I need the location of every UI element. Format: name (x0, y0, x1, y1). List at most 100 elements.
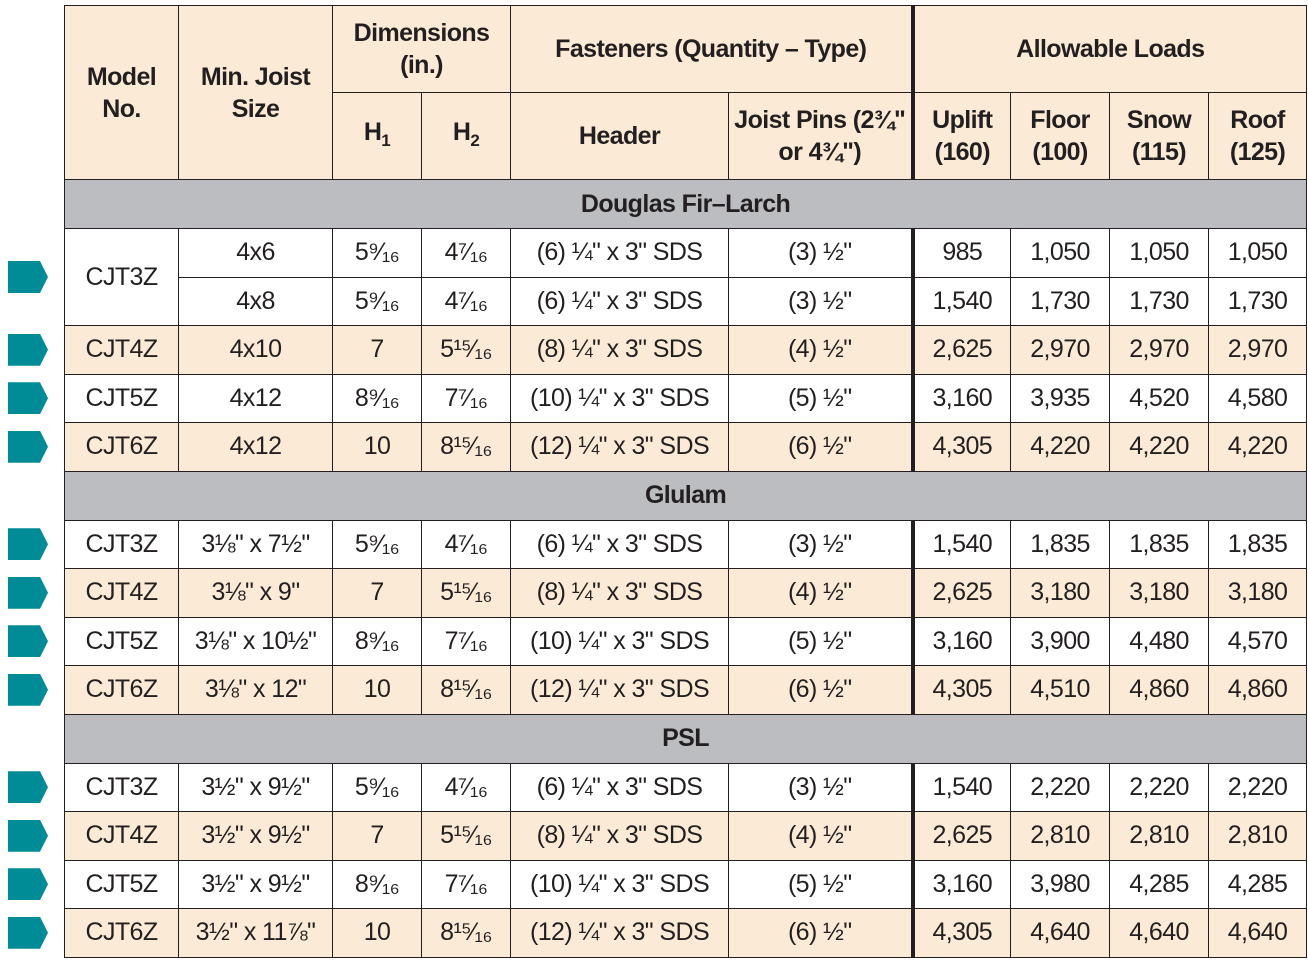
h1-cell: 10 (332, 908, 422, 958)
floor-cell: 3,900 (1010, 616, 1111, 666)
new-product-arrow-icon (8, 576, 48, 609)
snow-cell: 4,640 (1109, 908, 1210, 958)
col-model: Model No. (64, 5, 179, 180)
col-h1: H1 (332, 92, 422, 180)
h1-label: H (363, 117, 382, 146)
h1-cell: 10 (332, 422, 422, 472)
new-product-arrow-icon (8, 528, 48, 561)
section-row: Glulam (63, 470, 1308, 521)
h1-cell: 7 (332, 811, 422, 861)
h2-label: H (452, 117, 471, 146)
roof-cell: 4,580 (1208, 373, 1308, 423)
model-cell: CJT6Z (8, 665, 179, 715)
header-fastener-cell: (12) ¼" x 3" SDS (510, 665, 730, 715)
floor-cell: 4,510 (1010, 665, 1111, 715)
h1-cell: 10 (332, 665, 422, 715)
uplift-cell: 4,305 (910, 665, 1012, 715)
col-roof: Roof (125) (1208, 92, 1308, 180)
uplift-cell: 3,160 (910, 616, 1012, 666)
new-product-arrow-icon (8, 771, 48, 804)
h2-cell: 4⁷⁄₁₆ (420, 762, 512, 812)
table-row: CJT4Z 3½" x 9½" 7 5¹⁵⁄₁₆ (8) ¼" x 3" SDS (4) … (8, 811, 1308, 861)
model-cell: CJT3Z (8, 228, 179, 326)
table-row: CJT3Z 3½" x 9½" 5⁹⁄₁₆ 4⁷⁄₁₆ (6) ¼" x 3" SDS(… (8, 762, 1308, 812)
joist-pins-cell: (4) ½" (728, 568, 914, 618)
h2-cell: 5¹⁵⁄₁₆ (420, 811, 512, 861)
floor-cell: 2,810 (1010, 811, 1111, 861)
header-fastener-cell: (10) ¼" x 3" SDS (510, 373, 730, 423)
uplift-cell: 985 (910, 228, 1012, 278)
joist-pins-cell: (3) ½" (728, 762, 914, 812)
snow-cell: 2,810 (1109, 811, 1210, 861)
snow-cell: 1,835 (1109, 519, 1210, 569)
new-product-arrow-icon (8, 625, 48, 658)
col-uplift: Uplift (160) (910, 92, 1012, 180)
roof-cell: 2,970 (1208, 325, 1308, 375)
h1-sub: 1 (381, 130, 391, 150)
joist-size-cell: 4x12 (178, 373, 333, 423)
uplift-cell: 1,540 (910, 276, 1012, 326)
new-product-arrow-icon (8, 430, 48, 463)
floor-cell: 1,730 (1010, 276, 1111, 326)
uplift-cell: 4,305 (910, 908, 1012, 958)
h1-cell: 7 (332, 325, 422, 375)
model-cell: CJT4Z (8, 568, 179, 618)
floor-cell: 1,050 (1010, 228, 1111, 278)
col-h2: H2 (420, 92, 512, 180)
section-title: Glulam (63, 470, 1308, 521)
roof-cell: 3,180 (1208, 568, 1308, 618)
new-product-arrow-icon (8, 673, 48, 706)
uplift-cell: 2,625 (910, 811, 1012, 861)
joist-pins-cell: (5) ½" (728, 616, 914, 666)
joist-size-cell: 4x6 (178, 228, 333, 278)
h2-cell: 8¹⁵⁄₁₆ (420, 908, 512, 958)
roof-cell: 1,835 (1208, 519, 1308, 569)
h1-cell: 7 (332, 568, 422, 618)
model-cell: CJT6Z (8, 908, 179, 958)
uplift-cell: 1,540 (910, 762, 1012, 812)
floor-cell: 3,180 (1010, 568, 1111, 618)
header-fastener-cell: (10) ¼" x 3" SDS (510, 859, 730, 909)
uplift-cell: 2,625 (910, 568, 1012, 618)
h1-cell: 8⁹⁄₁₆ (332, 616, 422, 666)
h2-cell: 4⁷⁄₁₆ (420, 228, 512, 278)
col-joist-pins: Joist Pins (2¾" or 4¾") (728, 92, 914, 180)
joist-pins-cell: (6) ½" (728, 665, 914, 715)
h1-cell: 5⁹⁄₁₆ (332, 228, 422, 278)
roof-cell: 4,285 (1208, 859, 1308, 909)
snow-cell: 2,970 (1109, 325, 1210, 375)
floor-cell: 4,220 (1010, 422, 1111, 472)
table-row: CJT3Z 4x6 5⁹⁄₁₆ 4⁷⁄₁₆ (6) ¼" x 3" SDS (3) ½" 9… (8, 228, 1308, 326)
h2-cell: 5¹⁵⁄₁₆ (420, 568, 512, 618)
joist-size-cell: 4x10 (178, 325, 333, 375)
h2-cell: 8¹⁵⁄₁₆ (420, 422, 512, 472)
new-product-arrow-icon (8, 333, 48, 366)
h2-cell: 7⁷⁄₁₆ (420, 859, 512, 909)
section-title: Douglas Fir–Larch (63, 179, 1308, 229)
col-dimensions: Dimensions (in.) (331, 5, 512, 93)
joist-pins-cell: (4) ½" (728, 811, 914, 861)
joist-pins-cell: (3) ½" (728, 276, 914, 326)
uplift-cell: 4,305 (910, 422, 1012, 472)
header-fastener-cell: (10) ¼" x 3" SDS (510, 616, 730, 666)
col-joist: Min. Joist Size (178, 5, 333, 180)
header-fastener-cell: (6) ¼" x 3" SDS (510, 762, 730, 812)
col-floor: Floor (100) (1010, 92, 1111, 180)
new-product-arrow-icon (8, 261, 48, 293)
header-fastener-cell: (8) ¼" x 3" SDS (510, 568, 730, 618)
model-cell: CJT4Z (8, 811, 179, 861)
allowable-loads-table: Model No. Min. Joist Size Dimensions (in… (8, 5, 1308, 958)
header-fastener-cell: (6) ¼" x 3" SDS (510, 276, 730, 326)
new-product-arrow-icon (8, 382, 48, 415)
roof-cell: 2,220 (1208, 762, 1308, 812)
h1-cell: 5⁹⁄₁₆ (332, 276, 422, 326)
roof-cell: 4,570 (1208, 616, 1308, 666)
snow-cell: 1,730 (1109, 276, 1210, 326)
h1-cell: 5⁹⁄₁₆ (332, 762, 422, 812)
joist-size-cell: 3⅛" x 12" (178, 665, 333, 715)
roof-cell: 4,860 (1208, 665, 1308, 715)
roof-cell: 1,730 (1208, 276, 1308, 326)
floor-cell: 1,835 (1010, 519, 1111, 569)
h2-cell: 7⁷⁄₁₆ (420, 373, 512, 423)
h1-cell: 8⁹⁄₁₆ (332, 859, 422, 909)
